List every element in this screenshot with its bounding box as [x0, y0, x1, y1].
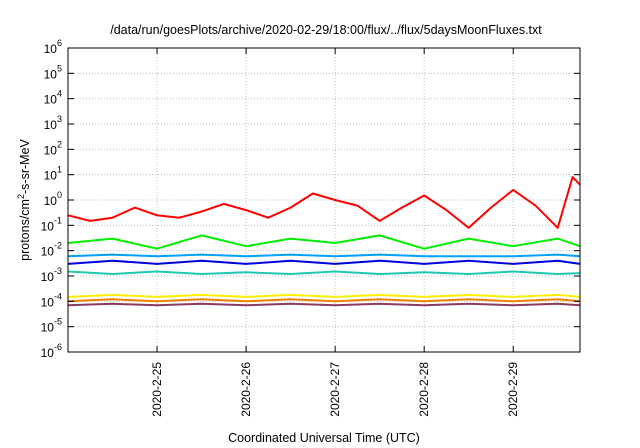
series-group: [67, 176, 581, 307]
series-line-3: [67, 253, 581, 258]
x-axis: 2020-2-25 2020-2-26 2020-2-27 2020-2-28 2020…: [150, 48, 520, 417]
x-tick-label: 2020-2-25: [150, 362, 164, 417]
series-line-4: [67, 259, 581, 265]
series-line-5: [67, 270, 581, 275]
x-tick-label: 2020-2-29: [506, 362, 520, 417]
x-tick-label: 2020-2-26: [239, 362, 253, 417]
series-line-6: [67, 293, 581, 298]
series-line-7: [67, 298, 581, 303]
series-line-1: [67, 176, 581, 229]
x-axis-label: Coordinated Universal Time (UTC): [228, 431, 420, 445]
x-tick-label: 2020-2-28: [417, 362, 431, 417]
series-line-8: [67, 302, 581, 307]
series-line-2: [67, 234, 581, 250]
chart-title: /data/run/goesPlots/archive/2020-02-29/1…: [110, 23, 542, 37]
x-tick-label: 2020-2-27: [328, 362, 342, 417]
y-axis-label: protons/cm2-s-sr-MeV: [16, 138, 32, 260]
